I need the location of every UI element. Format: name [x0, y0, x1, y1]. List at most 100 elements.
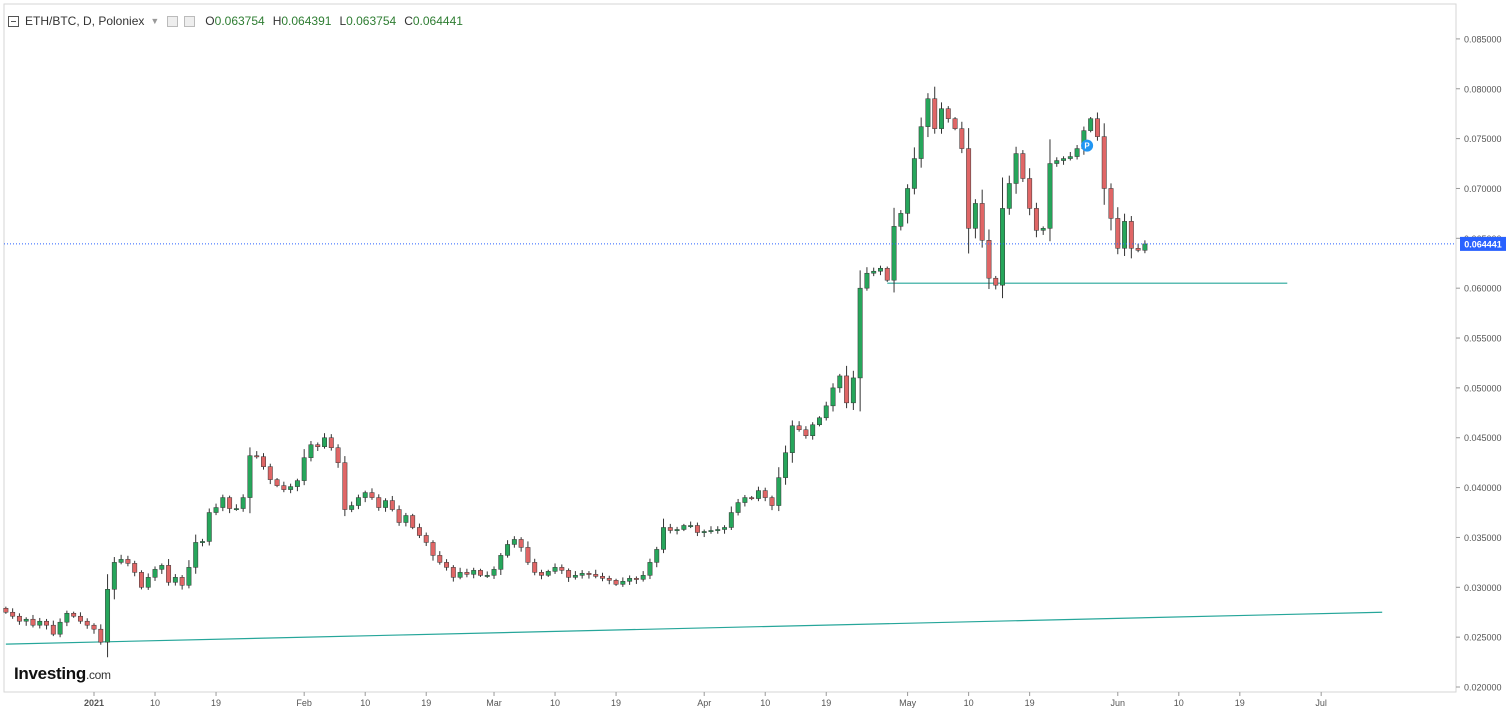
candle-body[interactable]: [1000, 208, 1005, 286]
candle-body[interactable]: [905, 188, 911, 214]
candle-body[interactable]: [776, 477, 782, 506]
candle-body[interactable]: [735, 502, 741, 513]
candle-body[interactable]: [864, 272, 870, 289]
candle-body[interactable]: [1061, 158, 1066, 161]
candle-body[interactable]: [837, 375, 843, 389]
symbol-label[interactable]: ETH/BTC, D, Poloniex: [25, 14, 145, 28]
candle-body[interactable]: [450, 567, 456, 578]
candle-body[interactable]: [918, 126, 924, 159]
candle-body[interactable]: [301, 457, 307, 481]
candle-body[interactable]: [267, 466, 273, 480]
candle-body[interactable]: [57, 621, 63, 635]
candle-body[interactable]: [308, 444, 314, 458]
candle-body[interactable]: [213, 507, 219, 513]
candle-body[interactable]: [471, 570, 477, 575]
candle-body[interactable]: [186, 567, 192, 586]
collapse-icon[interactable]: [8, 15, 19, 27]
candle-body[interactable]: [878, 267, 883, 272]
candle-body[interactable]: [532, 562, 538, 573]
candle-body[interactable]: [3, 607, 9, 613]
candle-body[interactable]: [728, 512, 734, 528]
candle-body[interactable]: [898, 213, 904, 227]
candle-body[interactable]: [1094, 118, 1100, 137]
candle-body[interactable]: [715, 529, 721, 531]
candle-body[interactable]: [694, 525, 700, 533]
candle-body[interactable]: [1128, 221, 1134, 249]
candle-body[interactable]: [606, 578, 612, 581]
candle-body[interactable]: [742, 497, 748, 503]
candle-body[interactable]: [430, 542, 436, 556]
candle-body[interactable]: [688, 525, 694, 527]
candle-body[interactable]: [152, 569, 158, 578]
candle-body[interactable]: [783, 452, 789, 478]
candle-body[interactable]: [139, 572, 144, 588]
candle-body[interactable]: [118, 559, 124, 563]
candle-body[interactable]: [600, 576, 605, 579]
candle-body[interactable]: [159, 565, 165, 570]
candle-body[interactable]: [315, 444, 321, 447]
candle-body[interactable]: [1013, 153, 1019, 184]
candle-body[interactable]: [77, 615, 83, 622]
candle-body[interactable]: [620, 581, 626, 585]
candle-body[interactable]: [796, 425, 802, 431]
candle-body[interactable]: [227, 497, 233, 509]
settings-icon[interactable]: [167, 15, 179, 27]
candle-body[interactable]: [349, 505, 355, 510]
candle-body[interactable]: [16, 615, 22, 622]
candle-body[interactable]: [518, 539, 524, 548]
candle-body[interactable]: [1101, 136, 1107, 189]
candle-body[interactable]: [50, 624, 56, 635]
candle-body[interactable]: [423, 535, 429, 543]
candle-body[interactable]: [383, 500, 388, 508]
candle-body[interactable]: [559, 567, 565, 571]
candle-body[interactable]: [830, 387, 836, 407]
candle-body[interactable]: [464, 572, 470, 575]
candle-body[interactable]: [1033, 208, 1039, 231]
candle-body[interactable]: [1047, 163, 1053, 229]
candle-body[interactable]: [247, 455, 253, 498]
candle-body[interactable]: [593, 574, 599, 577]
candle-body[interactable]: [545, 571, 551, 576]
candle-body[interactable]: [166, 565, 172, 583]
candle-body[interactable]: [1027, 178, 1033, 209]
candle-body[interactable]: [911, 158, 917, 189]
candle-body[interactable]: [1122, 221, 1128, 249]
candle-body[interactable]: [437, 555, 443, 563]
chevron-down-icon[interactable]: ▼: [150, 16, 160, 26]
candle-body[interactable]: [1088, 118, 1094, 131]
candle-body[interactable]: [71, 612, 77, 617]
candle-body[interactable]: [932, 98, 938, 129]
candle-body[interactable]: [37, 620, 43, 626]
candle-body[interactable]: [681, 525, 687, 530]
candle-body[interactable]: [389, 500, 395, 510]
candle-body[interactable]: [376, 497, 382, 508]
candle-body[interactable]: [511, 539, 517, 545]
candle-body[interactable]: [1067, 156, 1073, 159]
candle-body[interactable]: [416, 527, 422, 536]
candle-body[interactable]: [566, 570, 572, 578]
candle-body[interactable]: [105, 589, 111, 643]
candle-body[interactable]: [274, 479, 280, 486]
candle-body[interactable]: [355, 497, 361, 506]
candle-body[interactable]: [322, 437, 327, 447]
candle-body[interactable]: [288, 486, 294, 490]
candle-body[interactable]: [457, 572, 463, 578]
candle-body[interactable]: [667, 527, 673, 531]
candle-body[interactable]: [396, 509, 402, 523]
candle-body[interactable]: [179, 577, 185, 586]
candle-body[interactable]: [539, 572, 544, 576]
candle-body[interactable]: [111, 562, 117, 590]
candle-body[interactable]: [1040, 228, 1046, 231]
candle-body[interactable]: [627, 578, 633, 582]
candle-body[interactable]: [762, 490, 768, 498]
candle-body[interactable]: [491, 569, 497, 576]
candle-body[interactable]: [789, 425, 795, 453]
candle-body[interactable]: [478, 570, 483, 576]
candle-body[interactable]: [972, 203, 978, 229]
candle-body[interactable]: [1115, 218, 1121, 249]
candle-body[interactable]: [328, 437, 334, 448]
candle-body[interactable]: [132, 563, 138, 573]
candle-body[interactable]: [722, 527, 727, 530]
